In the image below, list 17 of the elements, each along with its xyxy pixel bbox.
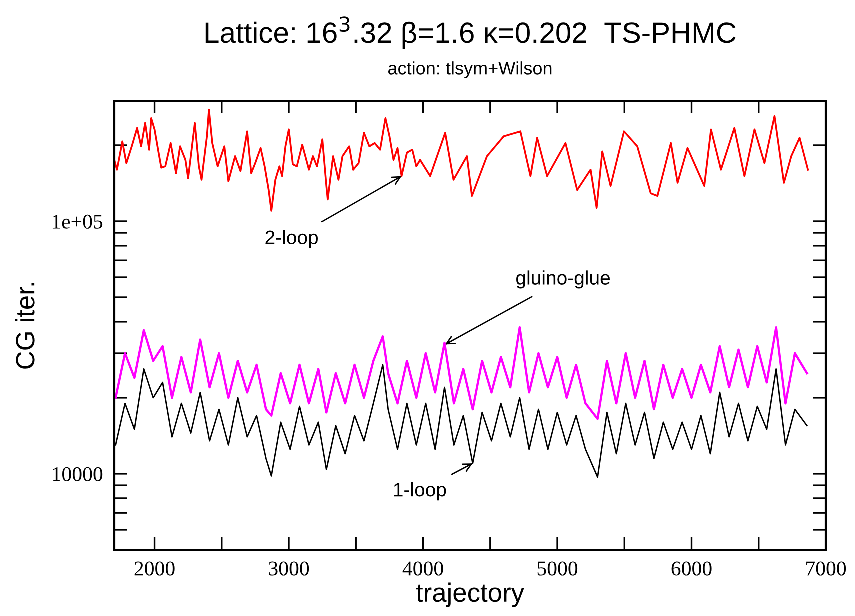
line-series xyxy=(114,326,808,420)
x-tick-label: 6000 xyxy=(672,562,712,576)
line-series xyxy=(114,108,810,212)
x-tick-label: 3000 xyxy=(269,562,310,576)
annotation: gluino-glue xyxy=(516,270,610,289)
chart-title: Lattice: 16$^{3}$.32 β=1.6 κ=0.202 TS-PHMC xyxy=(206,16,736,50)
y-tick-label: 1e+05 xyxy=(52,214,103,229)
y-axis-title: CG iter. xyxy=(15,283,35,369)
x-tick-label: 2000 xyxy=(134,562,175,576)
x-tick-label: 7000 xyxy=(806,562,846,576)
x-axis-title: trajectory xyxy=(416,582,524,608)
annotation: 2-loop xyxy=(266,230,318,248)
x-tick-label: 4000 xyxy=(402,562,444,576)
annotation: 1-loop xyxy=(394,482,446,501)
x-tick-label: 5000 xyxy=(538,562,578,576)
chart-subtitle: action: tlsym+Wilson xyxy=(388,62,552,78)
y-tick-label: 10000 xyxy=(53,467,103,482)
